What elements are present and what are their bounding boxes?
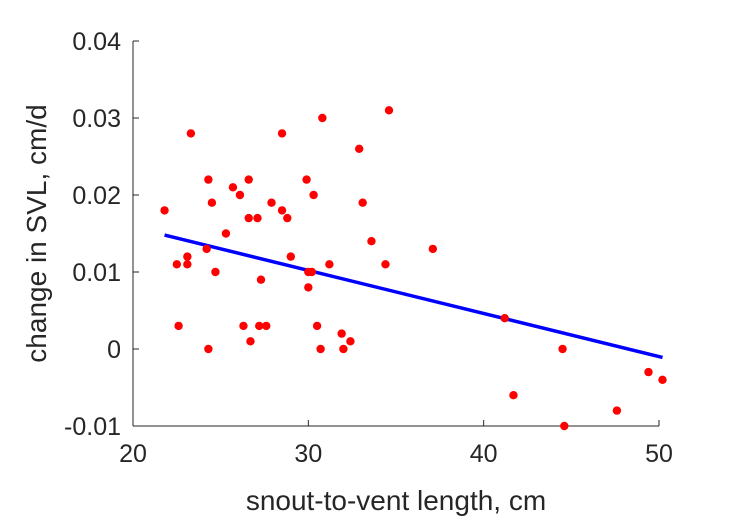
data-point — [221, 229, 231, 238]
data-point — [244, 213, 253, 223]
data-point — [283, 213, 292, 223]
data-point — [235, 190, 245, 200]
data-point — [612, 406, 622, 415]
data-point — [384, 106, 394, 115]
data-point — [183, 260, 192, 269]
data-point — [307, 267, 317, 277]
data-point — [207, 198, 217, 207]
data-point — [204, 175, 213, 184]
data-point — [316, 344, 325, 354]
data-point — [277, 206, 287, 215]
y-tick-label: 0.03 — [72, 105, 121, 133]
data-point — [202, 244, 211, 254]
data-point — [277, 129, 287, 138]
data-point — [160, 206, 169, 215]
y-tick-label: 0 — [107, 336, 121, 364]
data-point — [255, 321, 264, 331]
y-tick-label: 0.04 — [72, 28, 121, 56]
data-point — [246, 337, 255, 346]
data-point — [204, 344, 213, 354]
y-tick-label: 0.01 — [72, 259, 121, 287]
data-point — [312, 321, 322, 331]
data-point — [358, 198, 367, 207]
series-layer — [160, 106, 667, 431]
data-point — [325, 260, 334, 269]
x-axis-title: snout-to-vent length, cm — [246, 485, 546, 516]
data-point — [337, 329, 346, 338]
x-tick-label: 20 — [119, 440, 147, 468]
data-point — [304, 283, 313, 292]
data-point — [658, 375, 667, 384]
data-point — [346, 337, 355, 346]
data-point — [262, 321, 271, 331]
y-axis-title: change in SVL, cm/d — [21, 104, 52, 362]
data-point — [267, 198, 276, 207]
data-point — [644, 367, 653, 377]
y-axis-ticks: -0.01 0 0.01 0.02 0.03 0.04 — [64, 28, 139, 441]
data-point — [302, 175, 311, 184]
data-point — [318, 113, 327, 123]
data-point — [183, 252, 192, 261]
data-point — [339, 344, 348, 354]
data-point — [500, 314, 509, 323]
data-point — [286, 252, 295, 261]
x-tick-label: 30 — [294, 440, 322, 468]
data-point — [211, 267, 220, 277]
x-axis-ticks: 20 30 40 50 — [119, 420, 673, 468]
data-point — [256, 275, 266, 284]
data-point — [381, 260, 390, 269]
data-point — [367, 237, 376, 246]
data-point — [228, 183, 238, 192]
y-tick-label: 0.02 — [72, 182, 121, 210]
data-point — [172, 260, 182, 269]
data-point — [253, 213, 262, 223]
plot-area — [132, 41, 659, 427]
x-tick-label: 50 — [645, 440, 673, 468]
data-point — [509, 391, 518, 400]
data-point — [309, 190, 318, 200]
data-point — [354, 144, 364, 153]
data-point — [186, 129, 196, 138]
data-point — [428, 244, 438, 254]
data-point — [244, 175, 253, 184]
data-point — [174, 321, 183, 331]
data-point — [560, 421, 569, 431]
trend-line — [164, 233, 663, 360]
y-tick-label: -0.01 — [64, 413, 121, 441]
data-point — [558, 344, 567, 354]
data-point — [239, 321, 248, 331]
x-tick-label: 40 — [470, 440, 498, 468]
